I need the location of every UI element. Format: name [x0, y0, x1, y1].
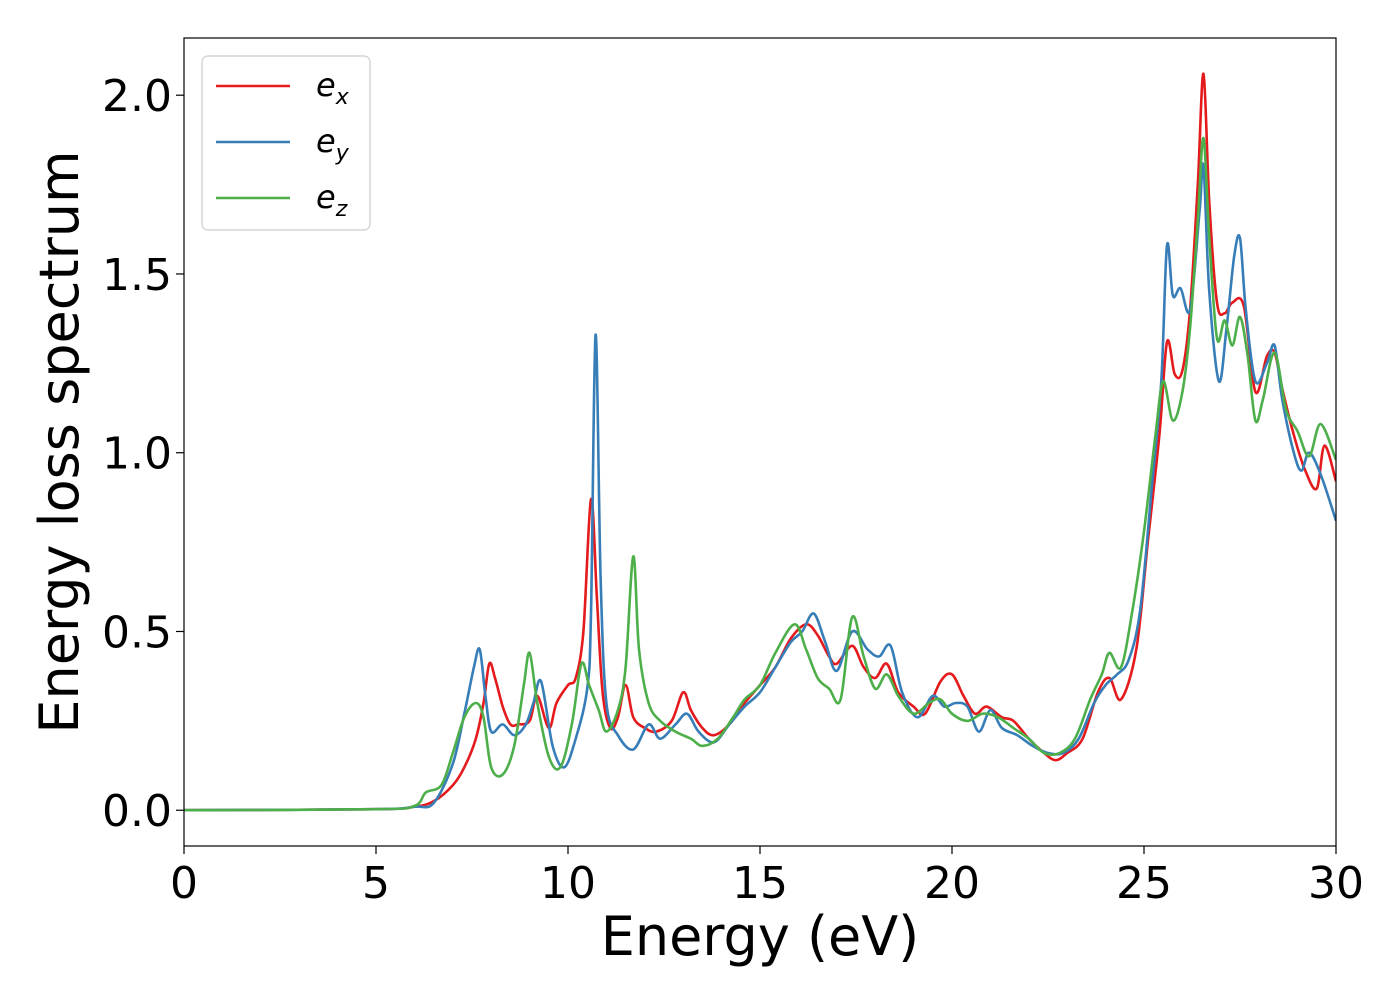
y-tick-label: 0.0: [102, 786, 172, 837]
y-axis: 0.0 0.5 1.0 1.5 2.0: [102, 71, 184, 837]
legend-subscript: z: [335, 197, 348, 222]
x-tick-label: 5: [362, 858, 390, 909]
plot-area: [184, 38, 1336, 846]
legend-main: e: [316, 122, 336, 160]
y-axis-label: Energy loss spectrum: [28, 150, 91, 733]
y-tick-label: 1.0: [102, 429, 172, 480]
x-tick-label: 20: [924, 858, 980, 909]
series-layer: [184, 72, 1336, 812]
x-tick-label: 10: [540, 858, 596, 909]
x-tick-label: 15: [732, 858, 788, 909]
series-line-e-z: [184, 136, 1336, 812]
x-tick-label: 25: [1116, 858, 1172, 909]
legend-subscript: y: [335, 141, 350, 166]
y-tick-label: 0.5: [102, 607, 172, 658]
legend-label-e-z: ez: [316, 178, 348, 222]
legend-subscript: x: [335, 85, 350, 110]
y-tick-label: 1.5: [102, 250, 172, 301]
x-axis: 0 5 10 15 20 25 30: [170, 846, 1364, 909]
x-axis-label: Energy (eV): [601, 905, 920, 968]
x-tick-label: 0: [170, 858, 198, 909]
series-line-e-x: [184, 72, 1336, 812]
legend-label-e-x: ex: [316, 66, 350, 110]
legend-main: e: [316, 66, 336, 104]
series-line-e-y: [184, 162, 1336, 812]
legend-main: e: [316, 178, 336, 216]
x-tick-label: 30: [1308, 858, 1364, 909]
y-tick-label: 2.0: [102, 71, 172, 122]
legend-label-e-y: ey: [316, 122, 350, 166]
